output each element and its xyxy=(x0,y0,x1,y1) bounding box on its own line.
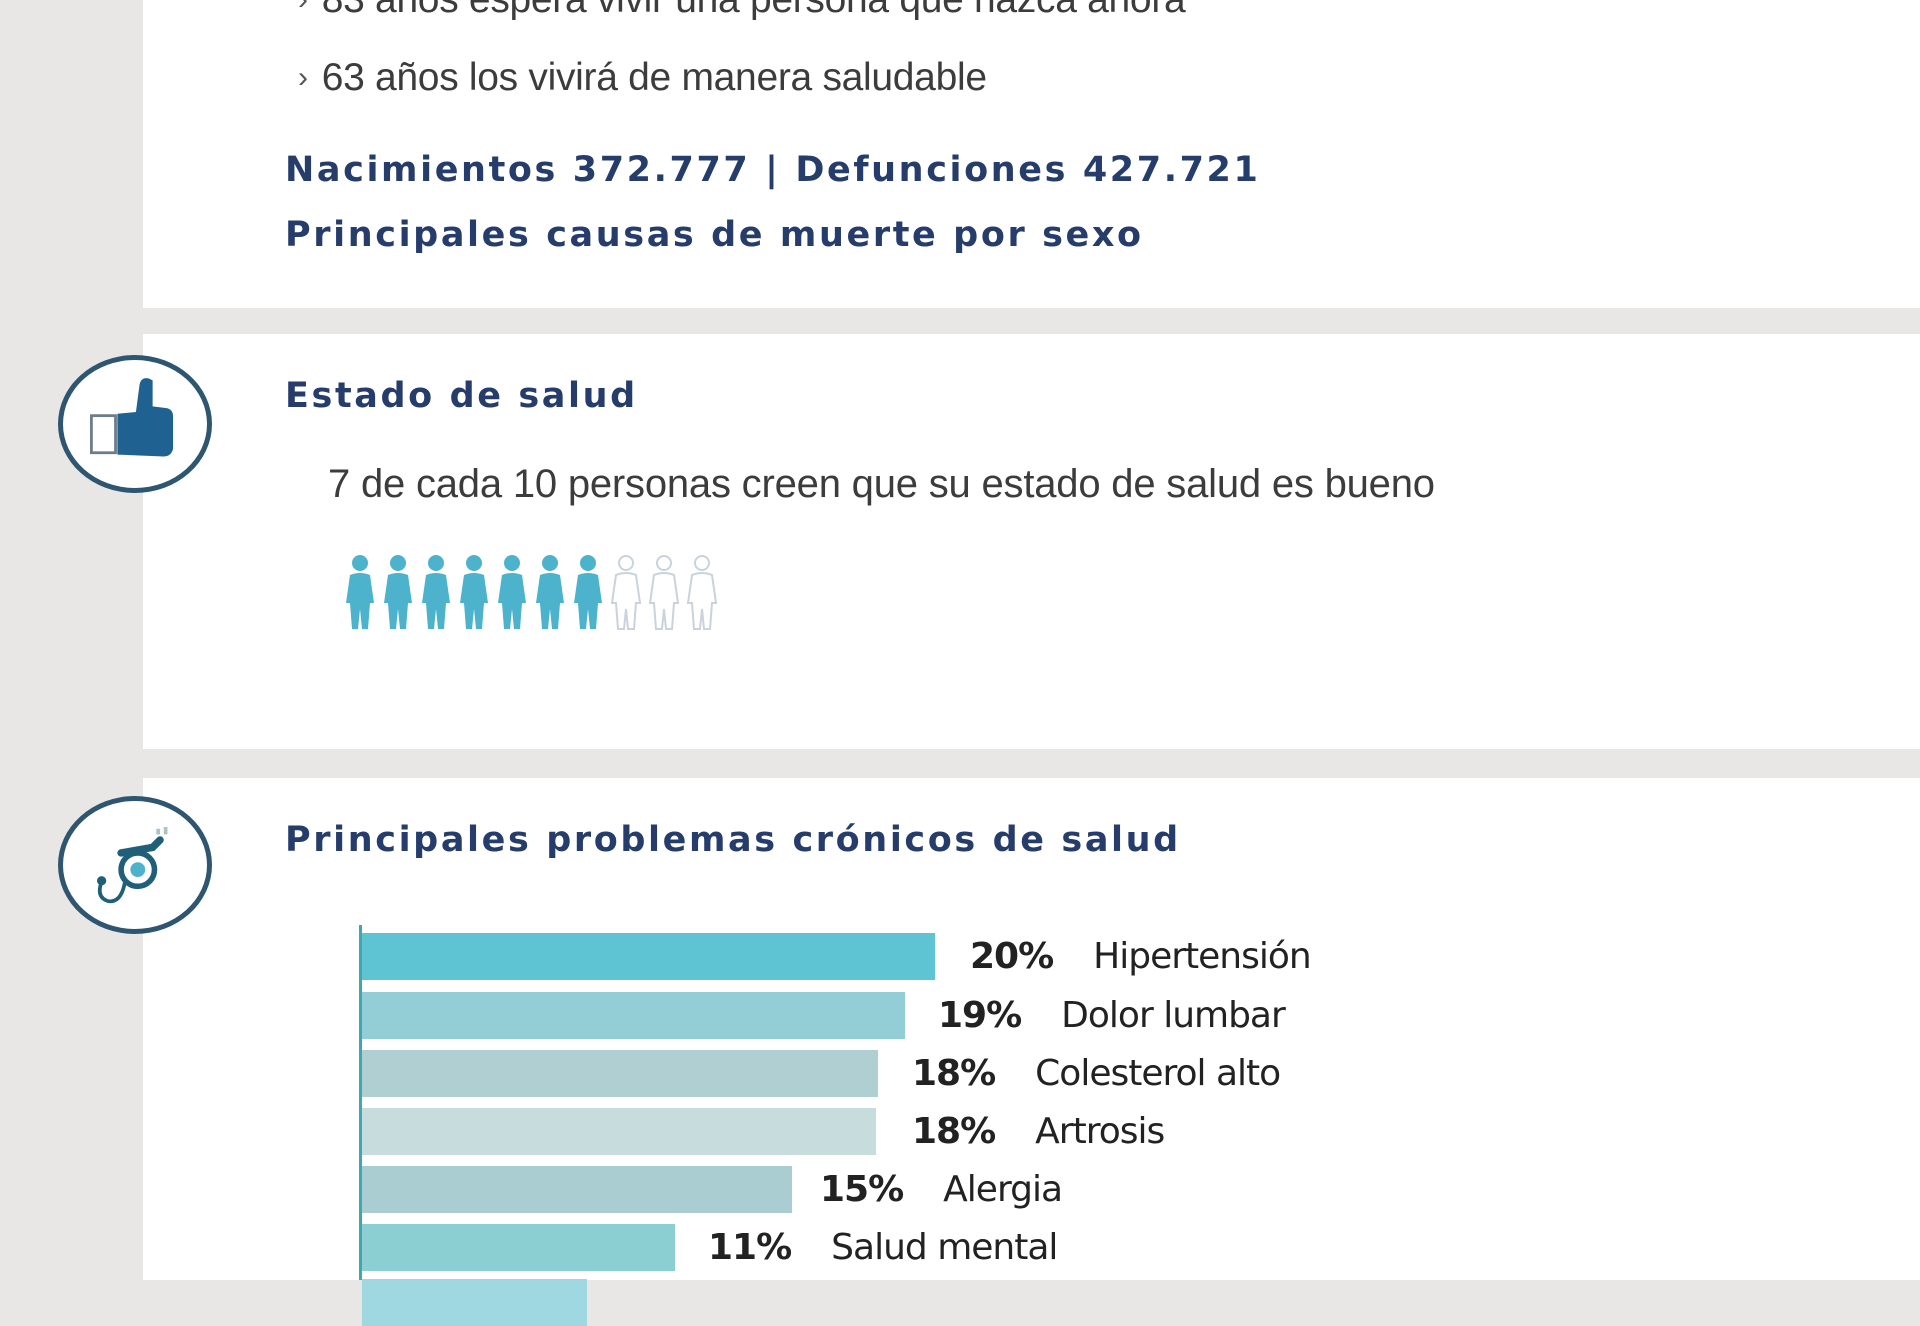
bar-label: 19% Dolor lumbar xyxy=(938,995,1286,1036)
bar-label: 18% Artrosis xyxy=(912,1111,1165,1152)
bar-partial-cutoff xyxy=(362,1279,587,1326)
bar-hipertension xyxy=(362,933,935,980)
causes-of-death-link[interactable]: Principales causas de muerte por sexo xyxy=(285,215,1144,255)
healthy-years-bullet: › 63 años los vivirá de manera saludable xyxy=(298,56,987,100)
person-empty-icon xyxy=(686,555,718,630)
person-empty-icon xyxy=(648,555,680,630)
chevron-right-icon: › xyxy=(298,0,308,16)
bar-label: 11% Salud mental xyxy=(708,1227,1058,1268)
person-filled-icon xyxy=(498,555,526,629)
chart-y-axis xyxy=(359,925,362,1280)
person-filled-icon xyxy=(346,555,374,629)
person-empty-icon xyxy=(610,555,642,630)
bullet-text: 63 años los vivirá de manera saludable xyxy=(321,56,987,99)
chronic-problems-title: Principales problemas crónicos de salud xyxy=(285,820,1181,860)
bar-dolor-lumbar xyxy=(362,992,905,1039)
bullet-text: 83 años espera vivir una persona que naz… xyxy=(322,0,1186,21)
chevron-right-icon: › xyxy=(298,61,308,94)
health-status-title: Estado de salud xyxy=(285,376,638,416)
person-filled-icon xyxy=(422,555,450,629)
stethoscope-icon xyxy=(58,796,212,934)
person-filled-icon xyxy=(460,555,488,629)
people-pictogram xyxy=(343,553,719,631)
bar-alergia xyxy=(362,1166,792,1213)
life-expectancy-bullet: › 83 años espera vivir una persona que na… xyxy=(298,0,1186,22)
bar-colesterol-alto xyxy=(362,1050,878,1097)
bar-label: 18% Colesterol alto xyxy=(912,1053,1281,1094)
bar-label: 20% Hipertensión xyxy=(970,936,1312,977)
bar-artrosis xyxy=(362,1108,876,1155)
life-expectancy-panel xyxy=(143,0,1920,308)
bar-label: 15% Alergia xyxy=(820,1169,1063,1210)
health-status-panel xyxy=(143,334,1920,749)
person-filled-icon xyxy=(536,555,564,629)
health-status-statement: 7 de cada 10 personas creen que su estad… xyxy=(328,462,1435,506)
bar-salud-mental xyxy=(362,1224,675,1271)
person-filled-icon xyxy=(574,555,602,629)
births-deaths-heading: Nacimientos 372.777 | Defunciones 427.72… xyxy=(285,150,1261,190)
person-filled-icon xyxy=(384,555,412,629)
thumbs-up-icon xyxy=(58,355,212,493)
